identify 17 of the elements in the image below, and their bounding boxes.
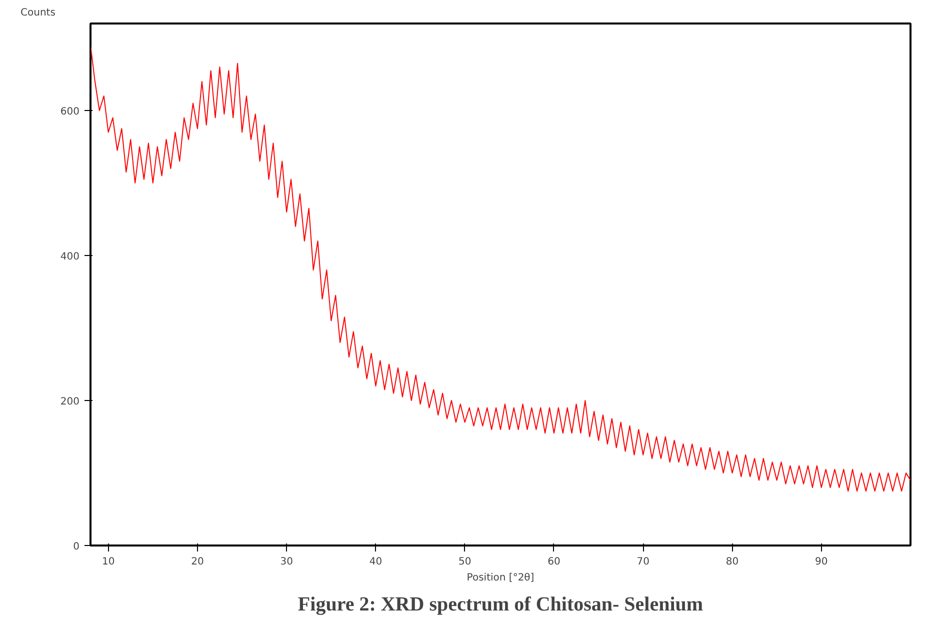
line-series bbox=[90, 44, 910, 492]
y-tick-label: 400 bbox=[60, 252, 80, 262]
x-tick-label: 20 bbox=[191, 556, 204, 568]
text: Figure 2: XRD spectrum of Chitosan- Selenium bbox=[298, 594, 704, 616]
x-tick-label: 60 bbox=[548, 556, 560, 568]
y-tick-label: 600 bbox=[60, 106, 80, 118]
x-tick-label: 90 bbox=[815, 556, 828, 568]
x-axis-title: Position [°2θ] bbox=[466, 572, 534, 584]
x-tick-label: 50 bbox=[458, 556, 472, 568]
y-tick-label: 200 bbox=[60, 396, 80, 408]
y-axis-title: Counts bbox=[20, 8, 56, 18]
x-tick-label: 40 bbox=[369, 556, 382, 568]
x-tick-label: 80 bbox=[726, 556, 739, 568]
x-tick-label: 70 bbox=[636, 556, 650, 568]
y-tick-label: 0 bbox=[73, 542, 80, 552]
x-tick-label: 30 bbox=[280, 556, 293, 568]
x-tick-label: 10 bbox=[102, 556, 115, 568]
